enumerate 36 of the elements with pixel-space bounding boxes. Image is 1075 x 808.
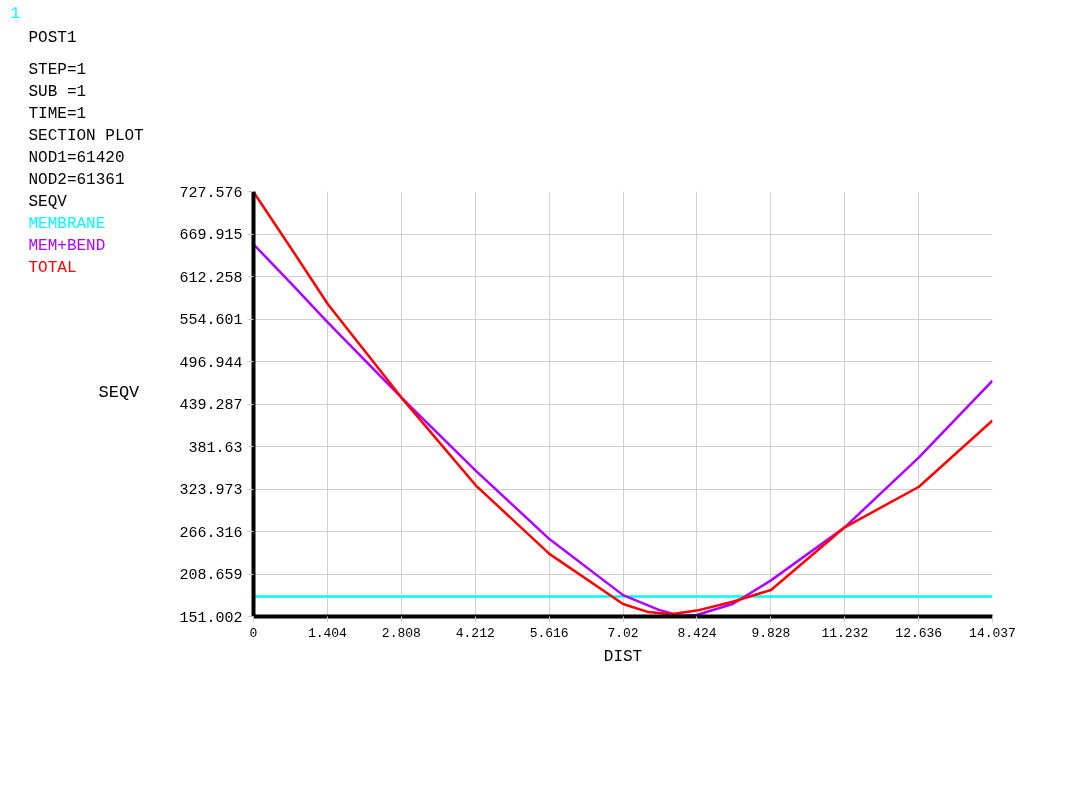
text: STEP=1 <box>28 60 87 79</box>
y-tick-label: 612.258 <box>179 269 243 287</box>
text: MEMBRANE <box>28 214 106 233</box>
y-tick-label: 669.915 <box>179 227 243 244</box>
text: SUB =1 <box>28 82 87 101</box>
x-tick-label: 11.232 <box>821 625 869 641</box>
y-tick-label: 554.601 <box>179 312 243 329</box>
x-tick-label: 1.404 <box>307 625 348 641</box>
text: NOD2=61361 <box>28 170 125 189</box>
x-tick-label: 9.828 <box>751 625 791 641</box>
y-tick-label: 439.287 <box>179 397 243 414</box>
x-tick-label: 5.616 <box>529 625 569 641</box>
y-tick-label: 208.659 <box>179 567 243 584</box>
text: SEQV <box>28 192 68 211</box>
x-tick-label: 8.424 <box>677 625 717 641</box>
y-tick-label: 266.316 <box>179 524 243 542</box>
y-tick-label: 496.944 <box>179 354 243 372</box>
text: NOD1=61420 <box>28 148 125 167</box>
x-tick-label: 12.636 <box>895 625 943 641</box>
text: MEM+BEND <box>28 236 106 255</box>
text: SECTION PLOT <box>28 126 144 145</box>
y-tick-label: 727.576 <box>179 184 243 202</box>
y-tick-label: 151.002 <box>179 609 243 627</box>
y-axis-title: SEQV <box>98 382 141 402</box>
y-tick-label: 323.973 <box>179 482 243 499</box>
x-tick-label: 14.037 <box>969 625 1016 641</box>
text: POST1 <box>28 28 77 47</box>
text: 1 <box>10 4 21 23</box>
x-tick-label: 0 <box>249 625 258 641</box>
text: TOTAL <box>28 258 77 277</box>
y-tick-label: 381.63 <box>188 439 243 457</box>
x-axis-title: DIST <box>603 647 643 666</box>
text: TIME=1 <box>28 104 87 123</box>
x-tick-label: 7.02 <box>607 625 639 641</box>
x-tick-label: 4.212 <box>455 625 495 641</box>
x-tick-label: 2.808 <box>381 625 421 641</box>
